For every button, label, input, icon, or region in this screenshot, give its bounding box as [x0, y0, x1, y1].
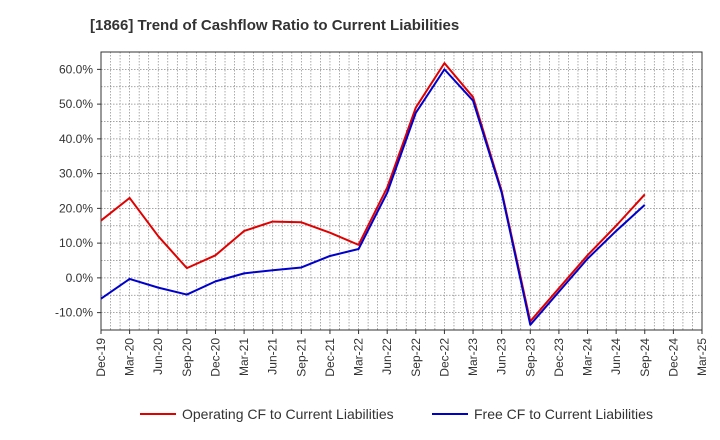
x-tick-label: Jun-22	[380, 338, 394, 375]
x-tick-label: Mar-25	[695, 338, 709, 376]
y-tick-label: -10.0%	[55, 306, 93, 320]
plot-frame	[100, 51, 703, 331]
chart-title: [1866] Trend of Cashflow Ratio to Curren…	[90, 17, 459, 34]
x-tick-label: Sep-22	[409, 338, 423, 377]
y-tick-label: 50.0%	[59, 97, 93, 111]
y-tick-label: 60.0%	[59, 62, 93, 76]
x-tick-label: Sep-20	[180, 338, 194, 377]
x-tick-label: Mar-21	[237, 338, 251, 376]
series-line-operating-cf	[100, 62, 646, 323]
x-tick-label: Mar-23	[466, 338, 480, 376]
series-line-free-cf	[100, 68, 646, 326]
x-tick-label: Dec-21	[323, 338, 337, 377]
y-tick-label: 10.0%	[59, 236, 93, 250]
y-tick-label: 40.0%	[59, 132, 93, 146]
chart-legend: Operating CF to Current Liabilities Free …	[140, 406, 653, 422]
y-tick-label: 20.0%	[59, 201, 93, 215]
x-tick-label: Jun-20	[151, 338, 165, 375]
y-tick-label: 0.0%	[66, 271, 94, 285]
y-tick-label: 30.0%	[59, 167, 93, 181]
x-tick-label: Dec-20	[208, 338, 222, 377]
x-tick-label: Dec-24	[666, 338, 680, 377]
x-tick-label: Dec-23	[552, 338, 566, 377]
legend-label: Operating CF to Current Liabilities	[182, 406, 394, 422]
x-tick-label: Dec-22	[437, 338, 451, 377]
x-tick-label: Sep-24	[638, 338, 652, 377]
x-tick-label: Mar-24	[581, 338, 595, 376]
x-tick-label: Mar-20	[123, 338, 137, 376]
plot-area: -10.0% 0.0% 10.0% 20.0% 30.0% 40.0% 50.0% 60.0%…	[55, 51, 709, 377]
x-tick-label: Jun-24	[609, 338, 623, 375]
x-tick-label: Jun-23	[495, 338, 509, 375]
x-tick-label: Mar-22	[352, 338, 366, 376]
x-tick-label: Sep-21	[294, 338, 308, 377]
x-tick-label: Jun-21	[266, 338, 280, 375]
legend-label: Free CF to Current Liabilities	[474, 406, 653, 422]
x-tick-label: Sep-23	[523, 338, 537, 377]
x-tick-label: Dec-19	[94, 338, 108, 377]
